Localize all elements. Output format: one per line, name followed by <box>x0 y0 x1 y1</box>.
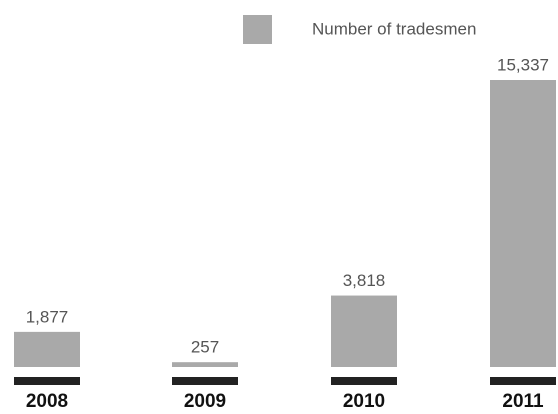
x-tick-label: 2010 <box>343 391 385 412</box>
value-label: 257 <box>191 338 219 357</box>
bar <box>490 80 556 367</box>
bar <box>14 331 80 367</box>
bar <box>331 295 397 367</box>
x-tick-label: 2009 <box>184 391 226 412</box>
baseline-marker <box>172 377 238 385</box>
x-tick-label: 2011 <box>502 391 544 412</box>
legend-label: Number of tradesmen <box>312 19 476 38</box>
x-tick-label: 2008 <box>26 391 68 412</box>
value-label: 1,877 <box>26 307 69 326</box>
baseline-marker <box>14 377 80 385</box>
baseline-marker <box>490 377 556 385</box>
value-label: 15,337 <box>497 55 549 74</box>
bar <box>172 362 238 367</box>
value-label: 3,818 <box>343 271 386 290</box>
legend-swatch <box>243 15 272 44</box>
baseline-marker <box>331 377 397 385</box>
